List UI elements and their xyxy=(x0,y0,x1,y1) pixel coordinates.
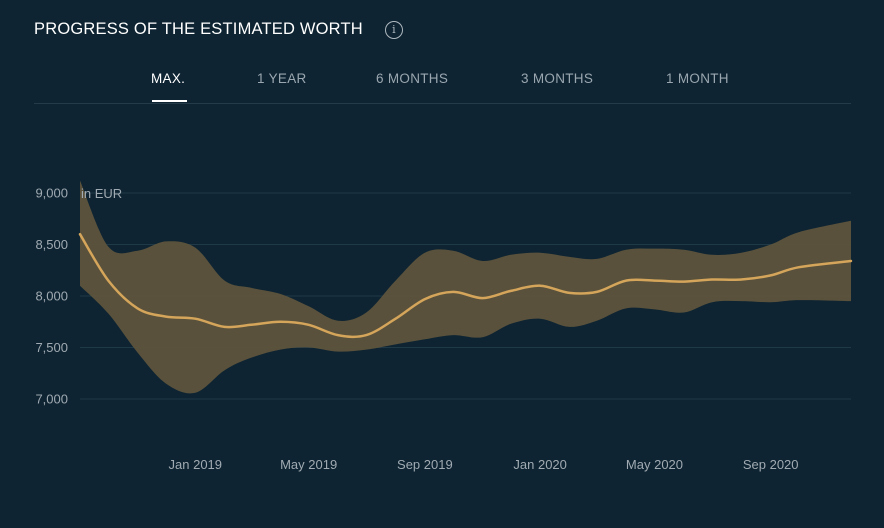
y-tick-label: 9,000 xyxy=(35,186,68,201)
time-range-tabs: MAX. 1 YEAR 6 MONTHS 3 MONTHS 1 MONTH xyxy=(34,60,851,104)
unit-label: in EUR xyxy=(81,186,122,201)
y-axis-ticks: 9,000 8,500 8,000 7,500 7,000 xyxy=(35,186,68,407)
y-tick-label: 7,500 xyxy=(35,340,68,355)
x-tick-label: May 2020 xyxy=(626,457,683,472)
tab-1-month[interactable]: 1 MONTH xyxy=(666,71,729,86)
x-tick-label: Jan 2019 xyxy=(169,457,223,472)
x-axis-ticks: Jan 2019 May 2019 Sep 2019 Jan 2020 May 2020… xyxy=(169,457,799,472)
tab-1-year[interactable]: 1 YEAR xyxy=(257,71,307,86)
info-icon[interactable]: i xyxy=(384,20,403,39)
x-tick-label: Jan 2020 xyxy=(513,457,567,472)
x-tick-label: Sep 2019 xyxy=(397,457,453,472)
chart-header: PROGRESS OF THE ESTIMATED WORTH i xyxy=(34,20,403,39)
y-tick-label: 8,000 xyxy=(35,289,68,304)
estimate-line xyxy=(78,232,853,339)
y-tick-label: 8,500 xyxy=(35,237,68,252)
x-tick-label: May 2019 xyxy=(280,457,337,472)
tab-3-months[interactable]: 3 MONTHS xyxy=(521,71,594,86)
tab-max[interactable]: MAX. xyxy=(151,71,186,86)
chart-title: PROGRESS OF THE ESTIMATED WORTH xyxy=(34,20,363,38)
x-tick-label: Sep 2020 xyxy=(743,457,799,472)
y-tick-label: 7,000 xyxy=(35,392,68,407)
tab-6-months[interactable]: 6 MONTHS xyxy=(376,71,449,86)
active-tab-underline xyxy=(152,100,187,102)
estimate-range-band xyxy=(80,180,851,394)
